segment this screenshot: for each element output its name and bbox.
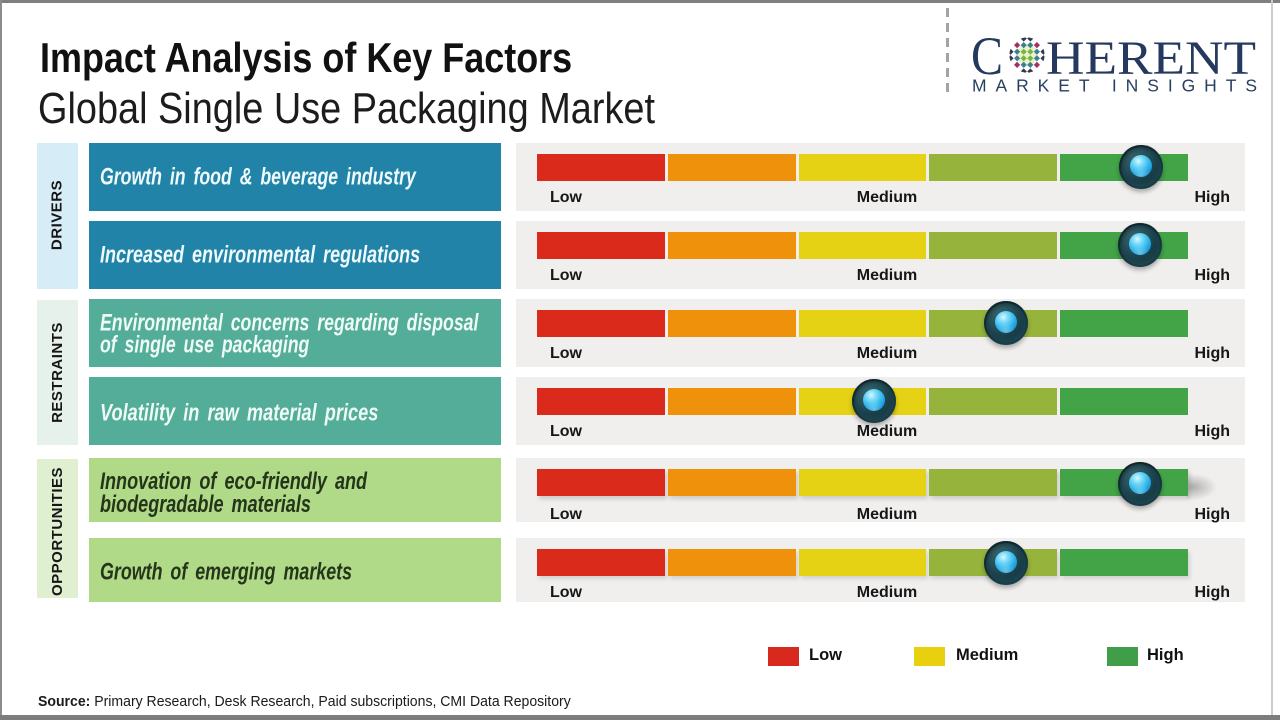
svg-text:HERENT: HERENT — [1046, 32, 1256, 85]
svg-text:C: C — [971, 30, 1003, 86]
svg-text:MARKET INSIGHTS: MARKET INSIGHTS — [972, 76, 1257, 96]
